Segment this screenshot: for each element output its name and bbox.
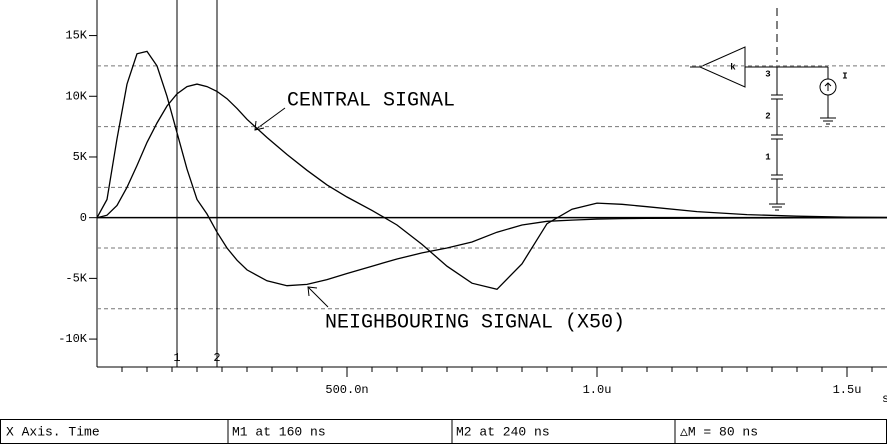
annotation: NEIGHBOURING SIGNAL (X50) xyxy=(325,311,625,334)
status-cell: M1 at 160 ns xyxy=(232,424,326,439)
x-tick-label: 1.5u xyxy=(833,383,862,397)
marker-label: 2 xyxy=(213,351,220,365)
status-cell: X Axis. Time xyxy=(6,424,100,439)
y-tick-label: 0 xyxy=(80,211,87,225)
status-cell: △M = 80 ns xyxy=(680,424,758,439)
x-unit: s xyxy=(882,392,887,406)
signal-line xyxy=(96,50,887,287)
schematic-label: 2 xyxy=(765,111,770,121)
schematic xyxy=(690,8,837,211)
schematic-label: k xyxy=(730,62,736,72)
signal-line xyxy=(96,83,887,291)
annotation: CENTRAL SIGNAL xyxy=(287,89,455,112)
annotation-arrow xyxy=(307,286,329,308)
y-tick-label: 15K xyxy=(65,29,87,43)
x-tick-label: 500.0n xyxy=(325,383,368,397)
status-cell: M2 at 240 ns xyxy=(456,424,550,439)
y-tick-label: -5K xyxy=(65,272,87,286)
y-tick-label: -10K xyxy=(58,332,88,346)
schematic-label: 3 xyxy=(765,69,770,79)
x-tick-label: 1.0u xyxy=(583,383,612,397)
y-tick-label: 10K xyxy=(65,89,87,103)
y-tick-label: 5K xyxy=(73,150,88,164)
marker-label: 1 xyxy=(173,351,180,365)
schematic-label: I xyxy=(842,71,847,81)
schematic-label: 1 xyxy=(765,152,771,162)
